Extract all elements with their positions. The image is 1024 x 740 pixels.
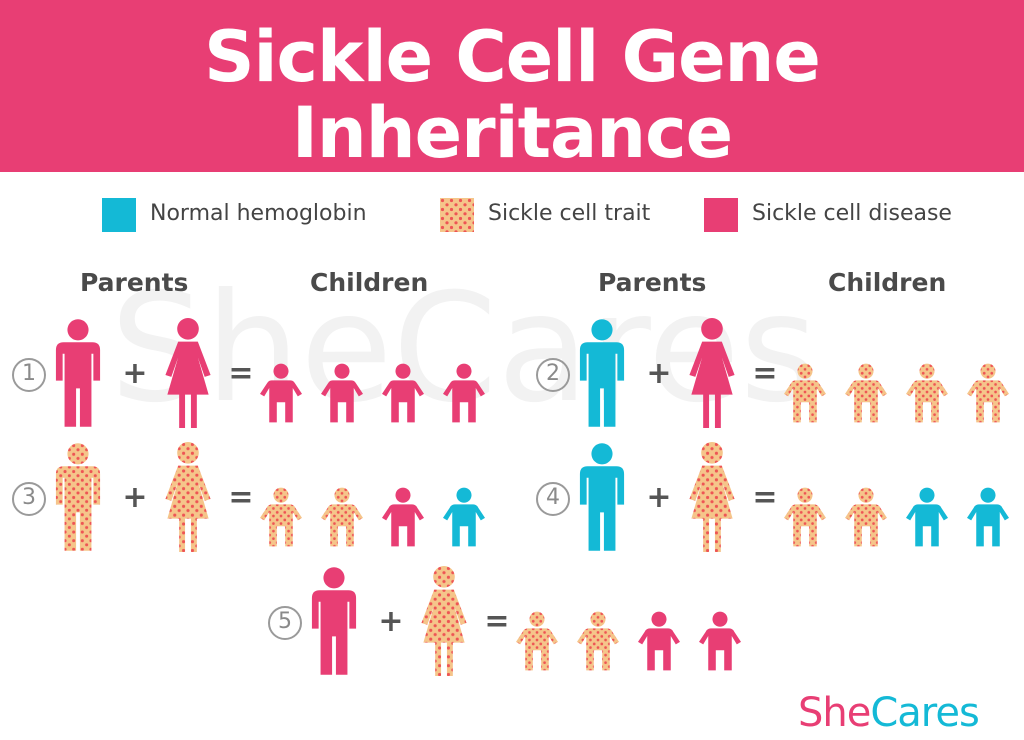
scenario-4-plus-sign: + xyxy=(646,480,672,515)
scenario-2-child-icon-2-shape xyxy=(845,363,887,423)
scenario-5-father-icon xyxy=(311,567,357,675)
scenario-4-child-icon-2 xyxy=(845,487,887,547)
scenario-3-child-icon-2 xyxy=(321,487,363,547)
scenario-1-child-icon-2 xyxy=(321,363,363,423)
scenario-4-child-icon-1 xyxy=(784,487,826,547)
scenario-3-mother-icon-shape xyxy=(165,442,211,552)
scenario-4-equals-sign: = xyxy=(752,480,778,515)
scenario-2-child-icon-3 xyxy=(906,363,948,423)
scenario-2-child-icon-4 xyxy=(967,363,1009,423)
scenario-5-mother-icon-shape xyxy=(421,566,467,676)
scenario-2-child-icon-3-shape xyxy=(906,363,948,423)
scenario-1-mother-icon-shape xyxy=(165,318,211,428)
header-parents-left: Parents xyxy=(80,268,189,297)
scenario-5-child-icon-3-shape xyxy=(638,611,680,671)
page-title-line-2: Inheritance xyxy=(291,92,733,174)
scenario-3-child-icon-3 xyxy=(382,487,424,547)
scenario-5-child-icon-3 xyxy=(638,611,680,671)
scenario-2-child-icon-1-shape xyxy=(784,363,826,423)
scenario-5-child-icon-4-shape xyxy=(699,611,741,671)
header-children-left: Children xyxy=(310,268,429,297)
scenario-3-plus-sign: + xyxy=(122,480,148,515)
legend-swatch-normal xyxy=(102,198,136,232)
title-banner: Sickle Cell Gene Inheritance xyxy=(0,0,1024,172)
scenario-2-child-icon-4-shape xyxy=(967,363,1009,423)
scenario-5-child-icon-4 xyxy=(699,611,741,671)
scenario-5-child-icon-2 xyxy=(577,611,619,671)
scenario-1-child-icon-1 xyxy=(260,363,302,423)
scenario-2-child-icon-2 xyxy=(845,363,887,423)
scenario-3-child-icon-3-shape xyxy=(382,487,424,547)
scenario-1-father-icon xyxy=(55,319,101,427)
scenario-2-child-icon-1 xyxy=(784,363,826,423)
scenario-1-child-icon-2-shape xyxy=(321,363,363,423)
scenario-2-father-icon xyxy=(579,319,625,427)
scenario-3-child-icon-1-shape xyxy=(260,487,302,547)
scenario-3-equals-sign: = xyxy=(228,480,254,515)
scenario-1-number-badge: 1 xyxy=(12,358,46,392)
scenario-4-child-icon-2-shape xyxy=(845,487,887,547)
scenario-1-mother-icon xyxy=(165,318,211,428)
legend-label-disease: Sickle cell disease xyxy=(752,201,952,226)
scenario-4-number-badge: 4 xyxy=(536,482,570,516)
page-title-line-1: Sickle Cell Gene xyxy=(204,16,821,98)
scenario-4-child-icon-4 xyxy=(967,487,1009,547)
scenario-2-equals-sign: = xyxy=(752,356,778,391)
scenario-3-number-badge: 3 xyxy=(12,482,46,516)
scenario-1-child-icon-3-shape xyxy=(382,363,424,423)
scenario-3-mother-icon xyxy=(165,442,211,552)
brand-logo-part-2: Cares xyxy=(870,690,979,736)
scenario-3-child-icon-2-shape xyxy=(321,487,363,547)
scenario-1-father-icon-shape xyxy=(55,319,101,427)
scenario-1-child-icon-3 xyxy=(382,363,424,423)
scenario-1-child-icon-1-shape xyxy=(260,363,302,423)
scenario-3-child-icon-4 xyxy=(443,487,485,547)
scenario-4-father-icon-shape xyxy=(579,443,625,551)
scenario-5-father-icon-shape xyxy=(311,567,357,675)
legend-swatch-trait xyxy=(440,198,474,232)
legend-swatch-disease xyxy=(704,198,738,232)
scenario-4-child-icon-3 xyxy=(906,487,948,547)
scenario-4-child-icon-3-shape xyxy=(906,487,948,547)
header-parents-right: Parents xyxy=(598,268,707,297)
scenario-2-father-icon-shape xyxy=(579,319,625,427)
scenario-5-plus-sign: + xyxy=(378,604,404,639)
scenario-5-child-icon-1 xyxy=(516,611,558,671)
scenario-5-equals-sign: = xyxy=(484,604,510,639)
brand-logo: SheCares xyxy=(798,690,980,736)
scenario-4-mother-icon-shape xyxy=(689,442,735,552)
scenario-4-mother-icon xyxy=(689,442,735,552)
scenario-4-child-icon-4-shape xyxy=(967,487,1009,547)
scenario-5-number-badge: 5 xyxy=(268,606,302,640)
scenario-3-child-icon-4-shape xyxy=(443,487,485,547)
scenario-1-plus-sign: + xyxy=(122,356,148,391)
scenario-3-father-icon xyxy=(55,443,101,551)
scenario-2-mother-icon xyxy=(689,318,735,428)
header-children-right: Children xyxy=(828,268,947,297)
scenario-5-child-icon-2-shape xyxy=(577,611,619,671)
scenario-3-child-icon-1 xyxy=(260,487,302,547)
scenario-5-child-icon-1-shape xyxy=(516,611,558,671)
scenario-4-father-icon xyxy=(579,443,625,551)
scenario-2-number-badge: 2 xyxy=(536,358,570,392)
legend-label-normal: Normal hemoglobin xyxy=(150,201,367,226)
scenario-2-plus-sign: + xyxy=(646,356,672,391)
brand-logo-part-1: She xyxy=(798,690,871,736)
scenario-1-equals-sign: = xyxy=(228,356,254,391)
scenario-4-child-icon-1-shape xyxy=(784,487,826,547)
scenario-2-mother-icon-shape xyxy=(689,318,735,428)
scenario-3-father-icon-shape xyxy=(55,443,101,551)
legend-label-trait: Sickle cell trait xyxy=(488,201,651,226)
scenario-1-child-icon-4 xyxy=(443,363,485,423)
scenario-5-mother-icon xyxy=(421,566,467,676)
scenario-1-child-icon-4-shape xyxy=(443,363,485,423)
